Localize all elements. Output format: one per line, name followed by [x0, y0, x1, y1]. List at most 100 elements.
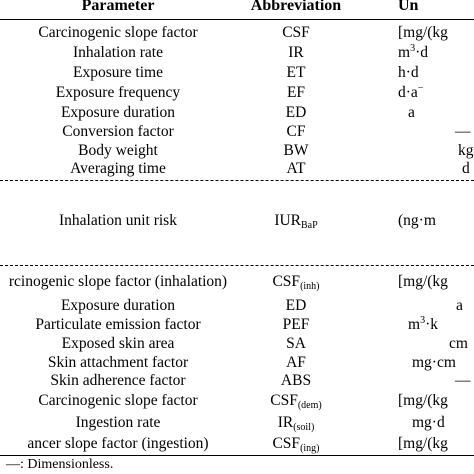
cell-parameter: Carcinogenic slope factor [38, 24, 198, 41]
cell-parameter: Conversion factor [62, 123, 174, 140]
cell-unit: cm [449, 335, 468, 352]
table-row: rcinogenic slope factor (inhalation) CSF… [0, 272, 474, 292]
cell-unit: kg [458, 142, 474, 159]
unit-base: m [408, 316, 421, 333]
cell-unit: [mg/(kg [398, 273, 448, 290]
unit-tail: ·d [415, 44, 428, 61]
cell-parameter: Inhalation unit risk [59, 212, 177, 229]
table-row: Body weight BW kg [0, 141, 474, 161]
cell-unit: [mg/(kg [398, 24, 448, 41]
cell-parameter: Exposed skin area [61, 335, 175, 352]
table-row: Exposure duration ED a [0, 296, 474, 316]
cell-parameter: Particulate emission factor [35, 316, 201, 333]
abbr-base: CSF [272, 273, 301, 290]
cell-abbreviation: BW [283, 142, 309, 159]
cell-abbreviation: ET [286, 64, 306, 81]
cell-unit: m3·k [408, 315, 438, 335]
header-abbreviation: Abbreviation [250, 0, 342, 14]
abbr-base: IR [277, 414, 294, 431]
cell-abbreviation: ABS [280, 372, 312, 389]
abbr-sub: (inh) [300, 281, 320, 292]
table-row: Exposure frequency EF d·a− [0, 83, 474, 103]
cell-unit: mg·d [412, 414, 445, 431]
cell-abbreviation: ED [285, 104, 307, 121]
cell-parameter: Exposure time [73, 64, 163, 81]
abbr-base: CSF [270, 392, 298, 409]
unit-sup: 3 [420, 315, 426, 326]
cell-abbreviation: IR [288, 44, 304, 61]
table-row: Exposure duration ED a [0, 103, 474, 123]
table-row: Inhalation rate IR m3·d [0, 43, 474, 63]
cell-abbreviation: SA [286, 335, 306, 352]
cell-parameter: Skin adherence factor [50, 372, 186, 389]
cell-unit: — [455, 372, 471, 389]
cell-unit: m3·d [398, 43, 428, 63]
abbr-sub: (dem) [297, 400, 322, 411]
cell-abbreviation: CSF [282, 24, 310, 41]
cell-abbreviation: IURBaP [219, 211, 373, 231]
abbr-base: IUR [274, 212, 302, 229]
cell-abbreviation: AT [286, 160, 306, 177]
unit-base: d·a [398, 84, 418, 101]
abbr-sub: (ing) [300, 443, 320, 454]
cell-parameter: Carcinogenic slope factor [38, 392, 198, 409]
table-row: Exposure time ET h·d [0, 63, 474, 83]
cell-parameter: Exposure duration [60, 297, 176, 314]
cell-parameter: Body weight [78, 142, 158, 159]
unit-tail: ·k [425, 316, 438, 333]
cell-unit: a [456, 297, 463, 314]
header-rule [0, 19, 474, 20]
cell-unit: mg·cm [412, 354, 456, 371]
group-separator [0, 265, 474, 266]
table-row: Skin adherence factor ABS — [0, 371, 474, 391]
table-row: Averaging time AT d [0, 159, 474, 179]
cell-parameter: Averaging time [70, 160, 166, 177]
group-separator [0, 180, 474, 181]
unit-sup: 3 [410, 43, 416, 54]
table-header: Parameter Abbreviation Un [0, 0, 474, 16]
cell-abbreviation: AF [286, 354, 306, 371]
cell-parameter: ancer slope factor (ingestion) [27, 435, 209, 452]
cell-unit: [mg/(kg [398, 435, 448, 452]
abbr-sub: BaP [301, 220, 318, 231]
bottom-rule [0, 455, 474, 456]
cell-parameter: rcinogenic slope factor (inhalation) [8, 273, 228, 290]
table-row: Carcinogenic slope factor CSF [mg/(kg [0, 23, 474, 43]
table-footnote: —: Dimensionless. [6, 457, 114, 472]
table-row: Carcinogenic slope factor CSF(dem) [mg/(… [0, 391, 474, 411]
table-row: Ingestion rate IR(soil) mg·d [0, 413, 474, 433]
abbr-base: CSF [272, 435, 301, 452]
cell-unit: a [408, 104, 415, 121]
cell-parameter: Inhalation rate [73, 44, 163, 61]
cell-unit: h·d [398, 64, 419, 81]
table-row: ancer slope factor (ingestion) CSF(ing) … [0, 434, 474, 454]
table-row: Particulate emission factor PEF m3·k [0, 315, 474, 335]
cell-abbreviation: EF [286, 84, 306, 101]
cell-unit: d [462, 160, 470, 177]
table-row: Conversion factor CF — [0, 122, 474, 142]
cell-abbreviation: IR(soil) [219, 413, 373, 433]
cell-parameter: Skin attachment factor [47, 354, 189, 371]
cell-parameter: Ingestion rate [75, 414, 161, 431]
cell-unit: d·a− [398, 83, 423, 103]
unit-base: m [398, 44, 411, 61]
cell-unit: (ng·m [398, 212, 436, 229]
cell-abbreviation: CF [286, 123, 306, 140]
cell-abbreviation: CSF(ing) [219, 434, 373, 454]
cell-parameter: Exposure duration [60, 104, 176, 121]
cell-unit: — [455, 123, 471, 140]
header-unit: Un [398, 0, 419, 14]
unit-sup: − [417, 83, 424, 94]
table-row: Inhalation unit risk IURBaP (ng·m [0, 211, 474, 231]
abbr-sub: (soil) [293, 422, 315, 433]
cell-parameter: Exposure frequency [55, 84, 181, 101]
cell-abbreviation: CSF(inh) [219, 272, 373, 292]
header-parameter: Parameter [81, 0, 155, 14]
cell-abbreviation: PEF [282, 316, 310, 333]
table-row: Exposed skin area SA cm [0, 334, 474, 354]
cell-abbreviation: ED [285, 297, 307, 314]
table-row: Skin attachment factor AF mg·cm [0, 353, 474, 373]
cell-abbreviation: CSF(dem) [219, 391, 373, 411]
cell-unit: [mg/(kg [398, 392, 448, 409]
